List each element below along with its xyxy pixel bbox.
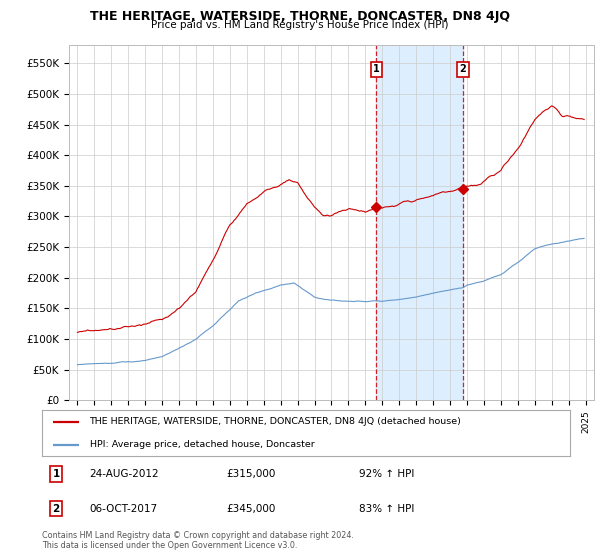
Text: THE HERITAGE, WATERSIDE, THORNE, DONCASTER, DN8 4JQ (detached house): THE HERITAGE, WATERSIDE, THORNE, DONCAST…: [89, 417, 461, 427]
Text: 92% ↑ HPI: 92% ↑ HPI: [359, 469, 414, 479]
Text: Contains HM Land Registry data © Crown copyright and database right 2024.
This d: Contains HM Land Registry data © Crown c…: [42, 531, 354, 550]
Text: HPI: Average price, detached house, Doncaster: HPI: Average price, detached house, Donc…: [89, 440, 314, 450]
Bar: [376, 45, 463, 400]
Text: THE HERITAGE, WATERSIDE, THORNE, DONCASTER, DN8 4JQ: THE HERITAGE, WATERSIDE, THORNE, DONCAST…: [90, 10, 510, 23]
Text: Price paid vs. HM Land Registry's House Price Index (HPI): Price paid vs. HM Land Registry's House …: [151, 20, 449, 30]
Text: £315,000: £315,000: [227, 469, 276, 479]
Text: 06-OCT-2017: 06-OCT-2017: [89, 504, 158, 514]
Text: 2: 2: [460, 64, 466, 74]
Text: 1: 1: [53, 469, 60, 479]
Text: 83% ↑ HPI: 83% ↑ HPI: [359, 504, 414, 514]
Text: 24-AUG-2012: 24-AUG-2012: [89, 469, 159, 479]
Text: 2: 2: [53, 504, 60, 514]
Text: £345,000: £345,000: [227, 504, 276, 514]
Text: 1: 1: [373, 64, 380, 74]
